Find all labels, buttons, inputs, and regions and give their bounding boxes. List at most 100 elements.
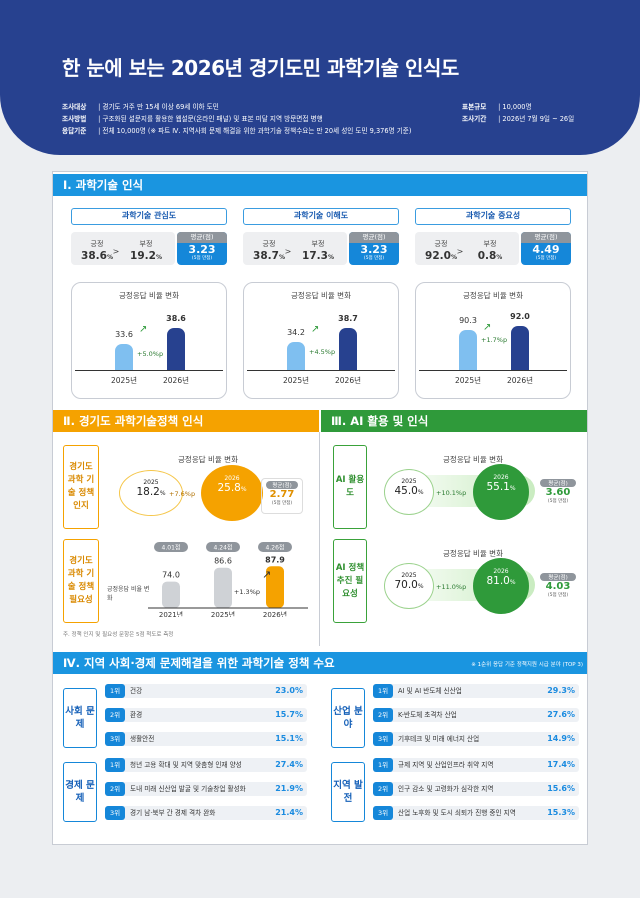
need-bar — [214, 567, 232, 608]
need-value: 87.9 — [265, 555, 285, 564]
meta-value: 경기도 거주 만 15세 이상 69세 이하 도민 — [102, 103, 219, 111]
year-2025: 2025년 — [455, 376, 481, 385]
score-text: 4.24점 — [214, 545, 233, 552]
score-text: 4.01점 — [162, 545, 181, 552]
rank-badge: 1위 — [105, 684, 125, 698]
need-delta: +1.3%p — [234, 588, 260, 596]
avg-sub: (5점 만점) — [271, 501, 293, 506]
value-2026: 38.6 — [166, 314, 186, 323]
trend-panel — [415, 282, 571, 399]
circle-value: 70.0% — [385, 579, 433, 591]
footnote: 주. 정책 인지 및 필요성 문항은 5점 척도로 측정 — [63, 632, 174, 638]
policy-need-chart: 4.01점 74.0 2021년 4.24점 86.6 2025년 4.26점 87.9 202… — [148, 542, 308, 617]
baseline — [419, 370, 567, 371]
policy-row: 3위 산업 노후화 및 도시 쇠퇴가 진행 중인 지역 15.3% — [373, 806, 579, 820]
policy-row: 2위 환경 15.7% — [105, 708, 307, 722]
section3-title: Ⅲ. AI 활용 및 인식 — [321, 410, 587, 432]
policy-row: 1위 규제 지역 및 산업인프라 취약 지역 17.4% — [373, 758, 579, 772]
section-divider — [319, 432, 320, 646]
policy-row: 3위 생활안전 15.1% — [105, 732, 307, 746]
meta-value: 10,000명 — [502, 103, 532, 111]
delta-label: +7.6%p — [169, 490, 196, 498]
gt-sign: > — [112, 247, 120, 256]
up-arrow-icon: ↗ — [483, 322, 492, 333]
policy-row: 3위 경기 남·북부 간 경제 격차 완화 21.4% — [105, 806, 307, 820]
meta-key: 표본규모 — [462, 103, 487, 111]
ai-label: AI 정책 추진 필요성 — [333, 539, 367, 623]
section4-note: ※ 1순위 응답 기준 정책지원 시급 분야 (TOP 3) — [471, 662, 583, 668]
baseline — [75, 370, 223, 371]
policy-row: 2위 인구 감소 및 고령화가 심각한 지역 15.6% — [373, 782, 579, 796]
circle-2025: 2025 45.0% — [384, 469, 434, 515]
bar-2026 — [339, 328, 357, 370]
neg-number: 17.3 — [302, 250, 328, 262]
avg-box: 평균(점) 3.23 (5점 만점) — [177, 232, 227, 265]
row-value: 15.1% — [275, 734, 303, 743]
metric-pill: 과학기술 중요성 — [415, 208, 571, 225]
avg-value: 3.23 — [188, 243, 216, 256]
circle-2026: 2026 25.8% — [201, 465, 263, 521]
delta-label: +11.0%p — [436, 583, 467, 591]
avg-value: 3.60 — [545, 487, 571, 498]
pct-unit: % — [417, 489, 424, 496]
policy-row: 1위 청년 고용 확대 및 지역 맞춤형 인재 양성 27.4% — [105, 758, 307, 772]
neg-number: 0.8 — [477, 250, 497, 262]
score-badge — [154, 542, 188, 552]
survey-meta-right: 표본규모 | 10,000명 조사기간 | 2026년 7월 9일 ~ 26일 — [462, 103, 575, 123]
delta-label: +10.1%p — [436, 489, 467, 497]
year-2025: 2025년 — [283, 376, 309, 385]
row-text: AI 및 AI 반도체 신산업 — [398, 687, 462, 695]
neg-label: 부정 — [311, 240, 325, 248]
avg-sub: (5점 만점) — [547, 593, 569, 598]
row-value: 15.3% — [547, 808, 575, 817]
circle-2026: 2026 55.1% — [473, 464, 529, 520]
need-year: 2026년 — [263, 610, 287, 617]
avg-sub: (5점 만점) — [363, 256, 385, 261]
circle-value: 18.2% — [136, 486, 166, 498]
neg-value: 17.3% — [293, 250, 343, 262]
up-arrow-icon: ↗ — [139, 324, 148, 335]
circle-value: 25.8% — [217, 482, 247, 494]
row-text: 경기 남·북부 간 경제 격차 완화 — [130, 809, 216, 817]
pct-unit: % — [106, 254, 113, 261]
pct-unit: % — [278, 254, 285, 261]
meta-value: 2026년 7월 9일 ~ 26일 — [502, 115, 575, 123]
delta-label: +5.0%p — [137, 350, 164, 358]
gt-sign: > — [456, 247, 464, 256]
year-2025: 2025년 — [111, 376, 137, 385]
neg-label: 부정 — [483, 240, 497, 248]
row-text: 건강 — [130, 687, 143, 695]
ai-avg-box: 평균(점) 4.03 (5점 만점) — [537, 573, 579, 609]
value-2025: 33.6 — [115, 330, 133, 339]
value-2025: 90.3 — [459, 316, 477, 325]
chart-title: 긍정응답 비율 변화 — [443, 549, 503, 558]
meta-value: 구조화된 설문지를 활용한 웹설문(온라인 패널) 및 표본 미달 지역 방문면… — [102, 115, 323, 123]
up-arrow-icon: ↗ — [262, 568, 271, 581]
score-badge — [206, 542, 240, 552]
circle-number: 81.0 — [486, 575, 510, 587]
circle-value: 81.0% — [473, 575, 529, 587]
circle-2026: 2026 81.0% — [473, 558, 529, 614]
infographic-card: Ⅰ. 과학기술 인식 과학기술 관심도 긍정 부정 38.6% >19.2% 평균(점) 3… — [52, 171, 588, 845]
circle-year: 2025 — [401, 572, 417, 579]
avg-label: 평균(점) — [540, 479, 576, 487]
circle-2025: 2025 18.2% — [119, 470, 183, 516]
pct-unit: % — [509, 579, 516, 586]
section2-title: Ⅱ. 경기도 과학기술정책 인식 — [53, 410, 319, 432]
row-text: 도내 미래 신산업 발굴 및 기술창업 활성화 — [130, 785, 246, 793]
pct-unit: % — [327, 254, 334, 261]
circle-year: 2026 — [224, 475, 240, 482]
pos-value: 38.7% — [247, 250, 291, 262]
avg-value: 4.03 — [545, 581, 571, 592]
row-text: 산업 노후화 및 도시 쇠퇴가 진행 중인 지역 — [398, 809, 516, 817]
row-value: 21.9% — [275, 784, 303, 793]
circle-number: 45.0 — [394, 485, 418, 497]
rank-badge: 3위 — [373, 806, 393, 820]
circle-number: 70.0 — [394, 579, 418, 591]
circle-year: 2026 — [493, 568, 509, 575]
policy-row: 1위 건강 23.0% — [105, 684, 307, 698]
row-text: 환경 — [130, 711, 143, 719]
circle-year: 2025 — [401, 478, 417, 485]
policy-need-label: 경기도 과학 기술 정책 필요성 — [63, 539, 99, 623]
policy-avg-box: 평균(점) 2.77 (5점 만점) — [261, 478, 303, 514]
